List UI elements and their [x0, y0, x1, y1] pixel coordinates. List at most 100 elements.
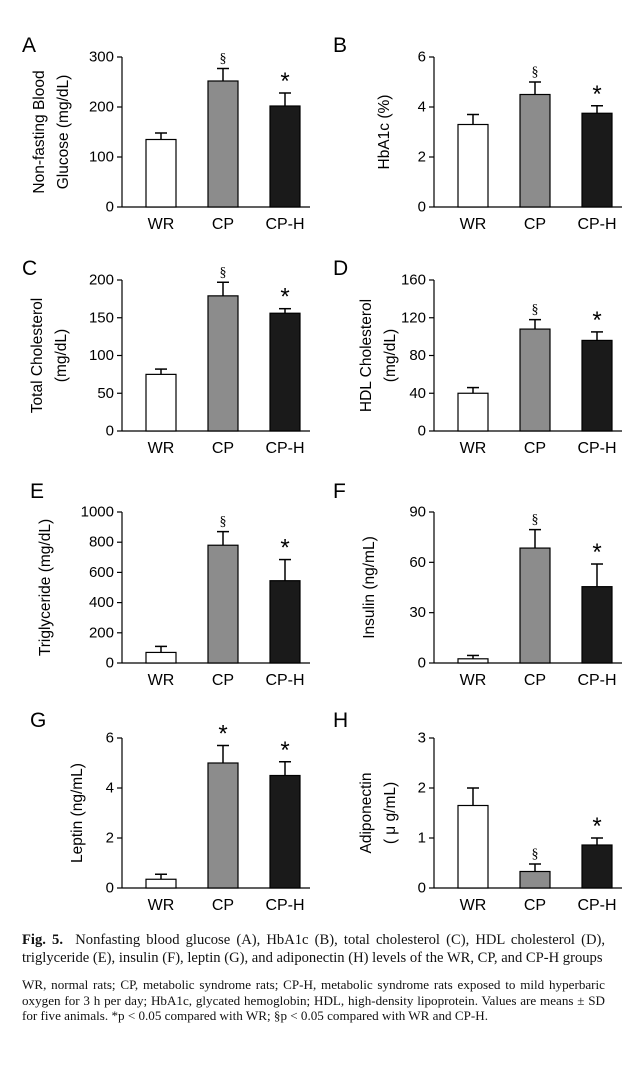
bar-cp-h	[269, 580, 301, 664]
significance-section: §	[220, 52, 227, 67]
x-tick-label: CP	[524, 672, 546, 689]
y-axis-label: Glucose (mg/dL)	[55, 75, 72, 190]
x-tick-label: WR	[148, 672, 175, 689]
y-tick-label: 0	[418, 199, 426, 216]
x-tick-label: WR	[148, 440, 175, 457]
y-tick-label: 160	[401, 272, 426, 289]
y-tick-label: 60	[409, 554, 426, 571]
bar-wr	[457, 123, 489, 208]
y-axis-label: (mg/dL)	[53, 329, 70, 382]
significance-star: *	[218, 721, 227, 748]
x-tick-label: CP	[524, 440, 546, 457]
significance-section: §	[532, 303, 539, 318]
bar-wr	[457, 804, 489, 889]
bar-cp-h	[269, 105, 301, 208]
y-tick-label: 0	[418, 655, 426, 672]
significance-star: *	[280, 535, 289, 562]
y-axis-label: Non-fasting Blood	[31, 70, 48, 193]
bar-cp	[519, 547, 551, 664]
x-tick-label: CP-H	[265, 897, 304, 910]
significance-section: §	[532, 847, 539, 862]
x-tick-label: CP	[212, 440, 234, 457]
y-axis-label: Adiponectin	[358, 772, 375, 853]
bar-cp	[207, 544, 239, 664]
significance-star: *	[280, 284, 289, 311]
panel-a: A Non-fasting Blood Glucose (mg/dL) 0 100 200…	[22, 34, 310, 233]
figure-caption: Fig. 5. Nonfasting blood glucose (A), Hb…	[22, 932, 605, 967]
y-tick-label: 1	[418, 830, 426, 847]
panel-letter: G	[30, 709, 46, 732]
y-tick-label: 6	[106, 730, 114, 747]
bar-wr	[145, 878, 177, 889]
x-tick-label: CP-H	[577, 440, 616, 457]
bar-cp	[207, 80, 239, 208]
y-tick-label: 0	[106, 655, 114, 672]
y-tick-label: 50	[97, 385, 114, 402]
bar-cp	[519, 870, 551, 889]
y-axis-label: (mg/dL)	[382, 329, 399, 382]
panel-letter: E	[30, 480, 44, 503]
panel-letter: A	[22, 34, 36, 57]
significance-star: *	[592, 539, 601, 566]
bar-wr	[145, 651, 177, 664]
y-tick-label: 30	[409, 604, 426, 621]
x-tick-label: WR	[148, 216, 175, 233]
y-tick-label: 1000	[81, 504, 114, 521]
bar-wr	[145, 373, 177, 432]
significance-section: §	[532, 513, 539, 528]
x-tick-label: CP	[212, 672, 234, 689]
x-tick-label: CP-H	[577, 672, 616, 689]
y-axis-label: HDL Cholesterol	[358, 299, 375, 412]
y-tick-label: 800	[89, 534, 114, 551]
y-tick-label: 3	[418, 730, 426, 747]
caption-block: Fig. 5. Nonfasting blood glucose (A), Hb…	[22, 932, 605, 1024]
bar-wr	[145, 138, 177, 208]
panel-b: B HbA1c (%) 0 2 4 6 WR § CP * CP-H	[333, 34, 622, 233]
y-tick-label: 2	[418, 149, 426, 166]
y-tick-label: 300	[89, 49, 114, 66]
x-tick-label: CP-H	[577, 897, 616, 910]
bar-cp-h	[269, 774, 301, 889]
x-tick-label: CP	[212, 216, 234, 233]
panel-f: F Insulin (ng/mL) 0 30 60 90 WR § CP * CP-H	[333, 480, 622, 689]
y-tick-label: 100	[89, 347, 114, 364]
panel-d: D HDL Cholesterol (mg/dL) 0 40 80 120 160 WR § CP *…	[333, 257, 622, 457]
abbreviations-note: WR, normal rats; CP, metabolic syndrome …	[22, 977, 605, 1024]
significance-section: §	[220, 515, 227, 530]
bar-wr	[457, 392, 489, 432]
y-tick-label: 90	[409, 504, 426, 521]
x-tick-label: WR	[460, 672, 487, 689]
x-tick-label: WR	[148, 897, 175, 910]
bar-cp-h	[581, 339, 613, 432]
x-tick-label: CP-H	[265, 672, 304, 689]
x-tick-label: CP	[524, 897, 546, 910]
y-tick-label: 200	[89, 99, 114, 116]
y-axis-label: Total Cholesterol	[29, 298, 46, 413]
panel-letter: F	[333, 480, 346, 503]
panel-letter: D	[333, 257, 348, 280]
y-tick-label: 6	[418, 49, 426, 66]
y-tick-label: 0	[418, 880, 426, 897]
bar-cp-h	[581, 844, 613, 889]
panel-letter: H	[333, 709, 348, 732]
bar-cp	[207, 762, 239, 889]
bar-cp-h	[581, 112, 613, 208]
figure-footnote: WR, normal rats; CP, metabolic syndrome …	[22, 977, 605, 1024]
x-tick-label: WR	[460, 440, 487, 457]
y-tick-label: 80	[409, 347, 426, 364]
x-tick-label: WR	[460, 216, 487, 233]
panel-h: H Adiponectin ( μ g/mL) 0 1 2 3 WR § CP * CP-H	[333, 709, 622, 910]
y-tick-label: 40	[409, 385, 426, 402]
y-axis-label: Leptin (ng/mL)	[69, 763, 86, 863]
x-tick-label: WR	[460, 897, 487, 910]
y-tick-label: 2	[106, 830, 114, 847]
significance-star: *	[592, 81, 601, 108]
y-tick-label: 200	[89, 272, 114, 289]
y-tick-label: 120	[401, 309, 426, 326]
panel-g: G Leptin (ng/mL) 0 2 4 6 WR * CP * CP-H	[30, 709, 310, 910]
y-tick-label: 4	[418, 99, 426, 116]
significance-star-note: *p < 0.05 compared with WR;	[111, 1008, 271, 1024]
significance-star: *	[280, 737, 289, 764]
y-tick-label: 200	[89, 624, 114, 641]
